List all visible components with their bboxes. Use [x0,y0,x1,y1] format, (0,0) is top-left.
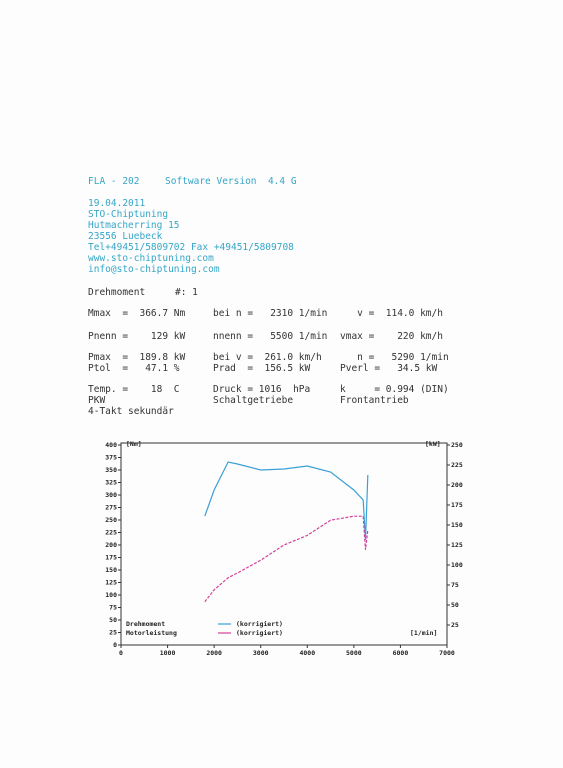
measurement-cell: Frontantrieb [340,395,409,406]
measurement-title: Drehmoment [88,287,146,298]
measurement-cell: bei v = 261.0 km/h [213,352,322,363]
y2-tick-label: 25 [451,621,459,629]
measurement-cell: Druck = 1016 hPa [213,384,311,395]
measurement-cell: Mmax = 366.7 Nm [88,308,186,319]
measurement-cell: v = 114.0 km/h [340,308,443,319]
y-tick-label: 175 [105,554,117,562]
y-tick-label: 100 [105,591,117,599]
address-line: STO-Chiptuning [88,209,169,220]
x-tick-label: 6000 [393,649,409,657]
y-tick-label: 75 [109,604,117,612]
measurement-cell: Pnenn = 129 kW [88,331,186,342]
measurement-cell: 4-Takt sekundär [88,406,174,417]
series-line [204,515,369,603]
measurement-number: #: 1 [175,287,198,298]
y-tick-label: 275 [105,504,117,512]
legend-name: Drehmoment [126,620,165,628]
y2-tick-label: 250 [451,441,463,449]
y2-tick-label: 125 [451,541,463,549]
x-tick-label: 4000 [299,649,315,657]
measurement-cell: Temp. = 18 C [88,384,180,395]
y-axis-label: [Nm] [126,440,142,448]
y-tick-label: 150 [105,566,117,574]
y2-tick-label: 225 [451,461,463,469]
y2-tick-label: 175 [451,501,463,509]
x-tick-label: 7000 [439,649,455,657]
y-tick-label: 0 [113,641,117,649]
y-tick-label: 200 [105,541,117,549]
y-tick-label: 25 [109,629,117,637]
plot-frame [120,442,448,646]
x-tick-label: 1000 [160,649,176,657]
measurement-cell: Schaltgetriebe [213,395,294,406]
legend-note: (korrigiert) [236,620,283,628]
measurement-cell: nnenn = 5500 1/min [213,331,328,342]
y-tick-label: 300 [105,491,117,499]
series-line [204,461,369,541]
y2-tick-label: 100 [451,561,463,569]
legend-note: (korrigiert) [236,629,283,637]
device: FLA - 202 [88,176,140,187]
x-tick-label: 0 [119,649,123,657]
address-line: 19.04.2011 [88,198,146,209]
y2-tick-label: 200 [451,481,463,489]
y2-tick-label: 75 [451,581,459,589]
software: Software Version 4.4 G [165,176,297,187]
y-tick-label: 375 [105,454,117,462]
y-tick-label: 125 [105,579,117,587]
x-tick-label: 2000 [206,649,222,657]
address-line: www.sto-chiptuning.com [88,253,214,264]
y-tick-label: 225 [105,529,117,537]
y-tick-label: 50 [109,616,117,624]
measurement-cell: PKW [88,395,106,406]
measurement-cell: Pverl = 34.5 kW [340,363,438,374]
x-tick-label: 5000 [346,649,362,657]
address-line: info@sto-chiptuning.com [88,264,220,275]
y-tick-label: 250 [105,516,117,524]
measurement-cell: k = 0.994 (DIN) [340,384,449,395]
measurement-cell: n = 5290 1/min [340,352,449,363]
address-line: Hutmacherring 15 [88,220,180,231]
y-tick-label: 350 [105,466,117,474]
x-tick-label: 3000 [253,649,269,657]
y-tick-label: 400 [105,441,117,449]
measurement-cell: bei n = 2310 1/min [213,308,328,319]
y2-tick-label: 150 [451,521,463,529]
y2-axis-label: [kW] [425,440,441,448]
y-tick-label: 325 [105,479,117,487]
address-line: Tel+49451/5809702 Fax +49451/5809708 [88,242,294,253]
measurement-cell: Prad = 156.5 kW [213,363,311,374]
address-line: 23556 Luebeck [88,231,163,242]
legend-name: Motorleistung [126,629,177,637]
x-axis-label: [1/min] [410,629,437,637]
measurement-cell: vmax = 220 km/h [340,331,443,342]
y2-tick-label: 50 [451,601,459,609]
measurement-cell: Pmax = 189.8 kW [88,352,186,363]
measurement-cell: Ptol = 47.1 % [88,363,180,374]
